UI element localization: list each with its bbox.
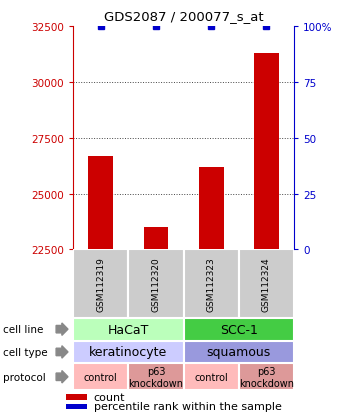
Text: GSM112319: GSM112319 <box>96 256 105 311</box>
Bar <box>184 250 239 318</box>
Bar <box>73 250 129 318</box>
Bar <box>199 167 224 250</box>
Text: GSM112324: GSM112324 <box>262 257 271 311</box>
Bar <box>129 363 184 390</box>
Text: SCC-1: SCC-1 <box>220 323 258 336</box>
Title: GDS2087 / 200077_s_at: GDS2087 / 200077_s_at <box>104 10 264 23</box>
Bar <box>88 156 113 250</box>
Text: GSM112320: GSM112320 <box>152 256 160 311</box>
Bar <box>184 363 239 390</box>
Bar <box>129 250 184 318</box>
Text: cell type: cell type <box>3 347 48 357</box>
Bar <box>73 363 129 390</box>
Bar <box>143 228 168 250</box>
Text: p63
knockdown: p63 knockdown <box>129 366 184 388</box>
Bar <box>184 318 294 341</box>
Bar <box>66 404 87 409</box>
Bar <box>239 363 294 390</box>
Bar <box>184 341 294 363</box>
Bar <box>73 318 184 341</box>
Bar <box>239 250 294 318</box>
Text: percentile rank within the sample: percentile rank within the sample <box>94 401 282 411</box>
Bar <box>66 394 87 400</box>
Text: protocol: protocol <box>3 372 46 382</box>
Text: keratinocyte: keratinocyte <box>89 346 168 358</box>
Text: count: count <box>94 392 125 402</box>
Text: control: control <box>84 372 118 382</box>
Text: p63
knockdown: p63 knockdown <box>239 366 294 388</box>
Text: control: control <box>194 372 228 382</box>
Bar <box>73 341 184 363</box>
Text: squamous: squamous <box>207 346 271 358</box>
Text: cell line: cell line <box>3 324 44 335</box>
Text: GSM112323: GSM112323 <box>207 256 216 311</box>
Bar <box>254 54 279 250</box>
Text: HaCaT: HaCaT <box>108 323 149 336</box>
